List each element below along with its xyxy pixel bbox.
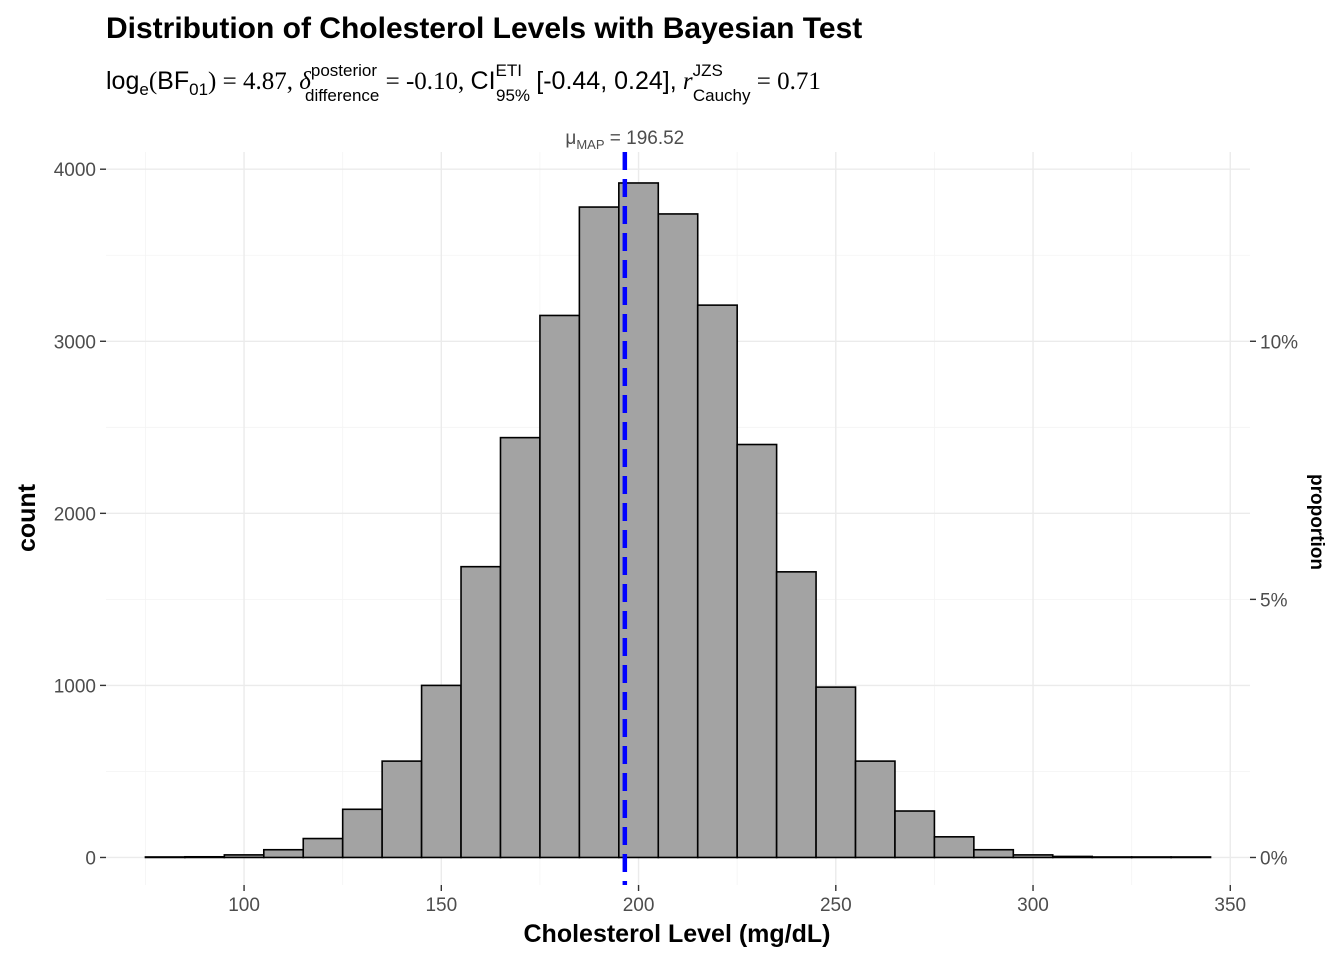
x-tick-label: 300 — [1017, 895, 1049, 916]
histogram-bar — [1170, 856, 1212, 859]
subtitle-bf-sub: 01 — [189, 80, 208, 99]
chart-title: Distribution of Cholesterol Levels with … — [106, 12, 862, 45]
histogram-bar — [657, 213, 699, 859]
histogram-bar — [1091, 856, 1133, 859]
histogram-bars — [144, 182, 1212, 859]
histogram-bar — [302, 837, 344, 859]
x-tick-label: 200 — [623, 895, 655, 916]
subtitle-r-value: = 0.71 — [757, 68, 821, 95]
histogram-bar — [578, 206, 620, 859]
subtitle-ci-value: [-0.44, 0.24], — [536, 67, 676, 95]
subtitle-delta-value: = -0.10, — [386, 68, 465, 95]
subtitle-r-sub: Cauchy — [693, 86, 751, 105]
y-tick-label: 4000 — [54, 160, 96, 181]
histogram-bar — [539, 314, 581, 859]
histogram-bar — [815, 686, 857, 859]
histogram-bar — [223, 854, 265, 859]
histogram-bar — [1130, 856, 1172, 859]
histogram-bar — [696, 304, 738, 859]
y2-tick-label: 0% — [1260, 848, 1288, 869]
x-tick-label: 150 — [425, 895, 457, 916]
subtitle-bf-value: = 4.87, — [223, 68, 293, 95]
subtitle-r-sup: JZS — [693, 61, 723, 80]
histogram-bar — [499, 436, 541, 859]
histogram-bar — [381, 760, 423, 859]
histogram-bar — [1051, 855, 1094, 859]
histogram-bar — [262, 848, 305, 859]
x-axis-title: Cholesterol Level (mg/dL) — [524, 920, 831, 948]
y-tick-label: 3000 — [54, 332, 96, 353]
y2-tick-label: 10% — [1260, 332, 1298, 353]
x-tick-label: 350 — [1214, 895, 1246, 916]
y2-axis-title: proportion — [1306, 474, 1327, 570]
y-tick-label: 1000 — [54, 676, 96, 697]
axes: 100 150 200 250 300 350 0 1000 2000 3000 4000 0% 5% 1… — [54, 160, 1298, 916]
histogram-bar — [341, 808, 383, 859]
subtitle-delta-sup: posterior — [311, 61, 377, 80]
subtitle-delta-sub: difference — [305, 86, 379, 105]
map-label-value: = 196.52 — [610, 128, 685, 149]
subtitle-bf: BF — [157, 67, 189, 95]
histogram-bar — [144, 856, 186, 859]
subtitle-ci-sup: ETI — [496, 61, 522, 80]
histogram-bar — [973, 848, 1015, 859]
subtitle-ci-sub: 95% — [496, 86, 530, 105]
histogram-bar — [420, 684, 462, 859]
y-tick-label: 0 — [85, 848, 96, 869]
x-tick-label: 100 — [228, 895, 260, 916]
x-tick-label: 250 — [820, 895, 852, 916]
y-tick-label: 2000 — [54, 504, 96, 525]
y2-tick-label: 5% — [1260, 590, 1288, 611]
map-label-symbol: μ — [565, 128, 576, 149]
histogram-bar — [1012, 854, 1054, 859]
subtitle-r: r — [683, 68, 693, 95]
histogram-bar — [933, 836, 975, 859]
subtitle-log: log — [106, 67, 139, 95]
subtitle-delta: δ — [299, 68, 311, 95]
histogram-bar — [736, 443, 778, 859]
map-estimate-label: μMAP = 196.52 — [565, 128, 684, 152]
histogram-bar — [184, 855, 226, 859]
map-label-sub: MAP — [576, 137, 604, 152]
subtitle-ci: CI — [471, 67, 496, 95]
subtitle-log-base: e — [139, 80, 148, 99]
chart-subtitle: loge(BF01) = 4.87, δposterior difference … — [106, 61, 821, 105]
histogram-bar — [894, 810, 936, 859]
y-axis-title: count — [13, 483, 41, 552]
histogram-bar — [854, 760, 896, 859]
histogram-bar — [775, 571, 817, 859]
histogram-bar — [460, 565, 502, 859]
